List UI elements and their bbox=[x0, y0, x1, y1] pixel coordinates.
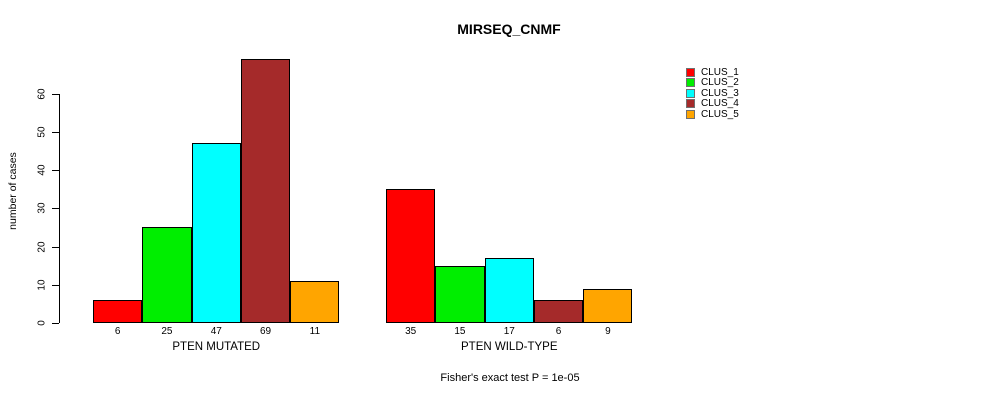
legend-item-clus_4: CLUS_4 bbox=[686, 98, 739, 110]
y-axis-tick-label: 50 bbox=[36, 126, 48, 138]
bar-clus_1-pten-wild-type bbox=[386, 189, 436, 323]
fisher-test-note: Fisher's exact test P = 1e-05 bbox=[440, 372, 580, 384]
y-axis-tick bbox=[52, 93, 59, 95]
x-axis-group-label: PTEN MUTATED bbox=[172, 341, 261, 353]
y-axis-tick bbox=[52, 208, 59, 210]
bar-clus_3-pten-wild-type bbox=[484, 257, 534, 323]
legend-label: CLUS_1 bbox=[701, 66, 739, 78]
bar-value-label: 25 bbox=[161, 326, 173, 337]
bar-clus_5-pten-wild-type bbox=[583, 288, 633, 323]
y-axis-tick-label: 20 bbox=[36, 240, 48, 253]
legend-swatch-icon bbox=[686, 99, 695, 109]
bar-value-label: 6 bbox=[555, 326, 562, 337]
bar-clus_2-pten-mutated bbox=[142, 227, 192, 323]
legend-label: CLUS_2 bbox=[701, 77, 739, 89]
y-axis-tick bbox=[52, 131, 59, 133]
y-axis-tick-label: 10 bbox=[36, 279, 48, 291]
bar-value-label: 9 bbox=[605, 326, 611, 337]
bar-value-label: 17 bbox=[503, 326, 515, 337]
legend-swatch-icon bbox=[686, 78, 695, 88]
y-axis-tick-label: 40 bbox=[36, 164, 48, 176]
legend-label: CLUS_4 bbox=[701, 98, 739, 110]
bar-value-label: 15 bbox=[454, 326, 466, 337]
y-axis-tick bbox=[52, 170, 59, 171]
y-axis-title: number of cases bbox=[7, 152, 19, 230]
chart-title: MIRSEQ_CNMF bbox=[457, 21, 561, 37]
y-axis-tick bbox=[52, 246, 59, 248]
bar-clus_4-pten-wild-type bbox=[533, 300, 584, 323]
bar-clus_1-pten-mutated bbox=[93, 300, 143, 323]
legend-label: CLUS_5 bbox=[701, 108, 739, 120]
legend-swatch-icon bbox=[686, 109, 695, 119]
legend-label: CLUS_3 bbox=[701, 87, 739, 99]
bar-value-label: 35 bbox=[405, 326, 417, 337]
legend-swatch-icon bbox=[686, 67, 695, 77]
legend-item-clus_5: CLUS_5 bbox=[686, 109, 739, 120]
y-axis-tick-label: 60 bbox=[36, 87, 48, 100]
chart-legend: CLUS_1 CLUS_2 CLUS_3 CLUS_4 CLUS_5 bbox=[686, 67, 739, 120]
y-axis-tick bbox=[52, 323, 59, 324]
bar-value-label: 47 bbox=[210, 326, 222, 337]
bar-clus_5-pten-mutated bbox=[290, 280, 340, 323]
x-axis-group-label: PTEN WILD-TYPE bbox=[461, 341, 558, 353]
bar-clus_4-pten-mutated bbox=[240, 59, 291, 323]
y-axis-line bbox=[59, 93, 60, 323]
y-axis-tick-label: 30 bbox=[36, 202, 48, 214]
legend-item-clus_2: CLUS_2 bbox=[686, 77, 739, 89]
y-axis-tick-label: 0 bbox=[36, 320, 48, 326]
legend-swatch-icon bbox=[686, 88, 695, 98]
bar-value-label: 6 bbox=[114, 326, 121, 337]
legend-item-clus_3: CLUS_3 bbox=[686, 88, 739, 99]
bar-clus_2-pten-wild-type bbox=[435, 265, 485, 323]
bar-clus_3-pten-mutated bbox=[191, 143, 241, 323]
bar-value-label: 11 bbox=[309, 326, 321, 337]
bar-value-label: 69 bbox=[259, 326, 272, 337]
legend-item-clus_1: CLUS_1 bbox=[686, 67, 739, 78]
y-axis-tick bbox=[52, 284, 59, 286]
